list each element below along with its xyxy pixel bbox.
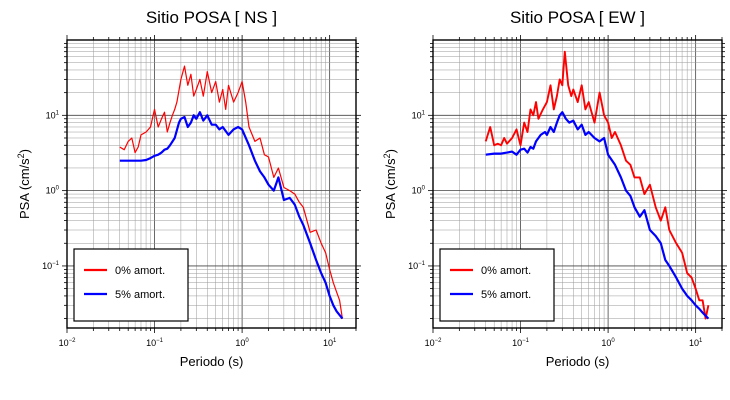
- chart-title: Sitio POSA [ NS ]: [146, 8, 277, 27]
- legend-label: 0% amort.: [481, 265, 531, 277]
- x-axis-label: Periodo (s): [546, 354, 610, 369]
- y-axis-label-end: ): [383, 149, 398, 153]
- x-tick-label: 101: [689, 338, 703, 348]
- y-tick-label: 10−1: [42, 261, 60, 271]
- tick-base: 10: [512, 338, 522, 348]
- tick-marks: [428, 35, 727, 333]
- x-tick-label: 10−1: [512, 338, 530, 348]
- y-tick-label: 100: [412, 186, 426, 196]
- x-tick-label: 10−2: [425, 338, 443, 348]
- x-tick-label: 100: [601, 338, 615, 348]
- tick-base: 10: [323, 338, 333, 348]
- tick-exponent: 1: [699, 338, 703, 344]
- series-line-undamped: [484, 50, 710, 320]
- plot-frame: [66, 39, 357, 329]
- legend: 0% amort. 5% amort.: [439, 248, 555, 322]
- x-tick-label: 100: [235, 338, 249, 348]
- tick-marks: [62, 35, 361, 333]
- tick-base: 10: [408, 261, 418, 271]
- y-axis-label-end: ): [17, 149, 32, 153]
- legend: 0% amort. 5% amort.: [73, 248, 189, 322]
- series-group: [119, 65, 344, 320]
- tick-base: 10: [412, 110, 422, 120]
- series-group: [484, 50, 710, 320]
- y-tick-label: 101: [412, 110, 426, 120]
- tick-base: 10: [235, 338, 245, 348]
- tick-exponent: 0: [422, 186, 426, 192]
- y-tick-label: 101: [46, 110, 60, 120]
- y-axis-label: PSA (cm/s2): [382, 149, 398, 219]
- tick-base: 10: [412, 186, 422, 196]
- tick-base: 10: [46, 186, 56, 196]
- y-axis-label: PSA (cm/s2): [16, 149, 32, 219]
- legend-box: [73, 248, 189, 322]
- tick-exponent: 0: [56, 186, 60, 192]
- series-line-undamped: [119, 65, 343, 319]
- x-tick-label: 10−2: [59, 338, 77, 348]
- tick-exponent: −1: [418, 261, 426, 267]
- series-line-damped: [119, 111, 344, 320]
- legend-label: 5% amort.: [481, 289, 531, 301]
- tick-exponent: −2: [435, 338, 443, 344]
- chart-ns: Sitio POSA [ NS ]10−2 10−1 100 10110−110010…: [16, 8, 361, 369]
- legend-label: 0% amort.: [115, 265, 165, 277]
- series-line-damped: [485, 111, 710, 320]
- tick-base: 10: [59, 338, 69, 348]
- tick-exponent: −1: [52, 261, 60, 267]
- x-tick-label: 101: [323, 338, 337, 348]
- tick-exponent: 0: [611, 338, 615, 344]
- plot-frame: [432, 39, 723, 329]
- chart-ew: Sitio POSA [ EW ]10−2 10−1 100 10110−110010…: [382, 8, 727, 369]
- tick-base: 10: [425, 338, 435, 348]
- tick-exponent: −1: [156, 338, 164, 344]
- y-axis-label-main: PSA (cm/s: [383, 158, 398, 219]
- legend-label: 5% amort.: [115, 289, 165, 301]
- tick-exponent: 1: [422, 110, 426, 116]
- tick-base: 10: [601, 338, 611, 348]
- tick-base: 10: [46, 110, 56, 120]
- legend-box: [439, 248, 555, 322]
- y-tick-label: 100: [46, 186, 60, 196]
- tick-base: 10: [42, 261, 52, 271]
- chart-title: Sitio POSA [ EW ]: [510, 8, 645, 27]
- tick-exponent: −1: [522, 338, 530, 344]
- y-axis-label-main: PSA (cm/s: [17, 158, 32, 219]
- x-tick-label: 10−1: [146, 338, 164, 348]
- y-axis-label-sup: 2: [382, 153, 392, 158]
- y-tick-label: 10−1: [408, 261, 426, 271]
- tick-exponent: 0: [245, 338, 249, 344]
- x-axis-label: Periodo (s): [180, 354, 244, 369]
- tick-exponent: 1: [333, 338, 337, 344]
- tick-exponent: 1: [56, 110, 60, 116]
- tick-exponent: −2: [69, 338, 77, 344]
- tick-base: 10: [689, 338, 699, 348]
- y-axis-label-sup: 2: [16, 153, 26, 158]
- tick-base: 10: [146, 338, 156, 348]
